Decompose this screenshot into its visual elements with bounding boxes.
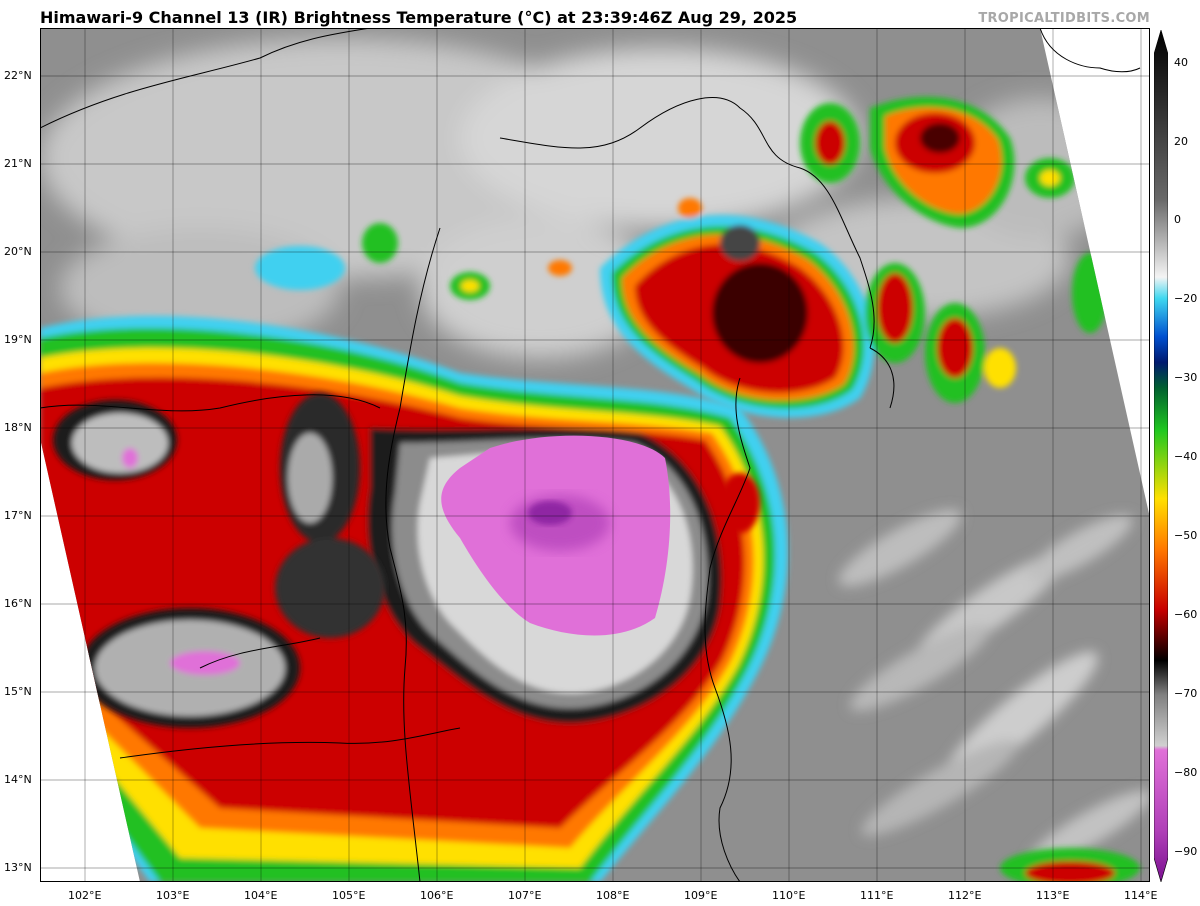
lon-label: 112°E: [948, 889, 982, 902]
lon-label: 114°E: [1124, 889, 1158, 902]
country-borders: [40, 28, 461, 882]
northeast-storms: [255, 96, 1140, 882]
map-title: Himawari-9 Channel 13 (IR) Brightness Te…: [40, 8, 798, 27]
lon-label: 104°E: [244, 889, 278, 902]
colorbar-tick-label: 20: [1174, 135, 1188, 148]
lon-label: 111°E: [860, 889, 894, 902]
colorbar-tick-label: 40: [1174, 56, 1188, 69]
lon-label: 113°E: [1036, 889, 1070, 902]
lat-label: 21°N: [4, 157, 32, 170]
lat-label: 20°N: [4, 245, 32, 258]
lat-label: 19°N: [4, 333, 32, 346]
lat-label: 17°N: [4, 509, 32, 522]
lat-label: 18°N: [4, 421, 32, 434]
lat-label: 15°N: [4, 685, 32, 698]
colorbar: [1154, 30, 1168, 882]
graticule: [40, 28, 1150, 882]
colorbar-tick-label: −70: [1174, 687, 1198, 700]
map-frame: [40, 28, 1150, 882]
colorbar-tick-label: −40: [1174, 450, 1198, 463]
lat-label: 16°N: [4, 597, 32, 610]
lon-label: 108°E: [596, 889, 630, 902]
colorbar-tick-label: −60: [1174, 608, 1198, 621]
colorbar-tick-label: 0: [1174, 213, 1181, 226]
lon-label: 105°E: [332, 889, 366, 902]
colorbar-tick-label: −90: [1174, 845, 1198, 858]
lon-label: 107°E: [508, 889, 542, 902]
satellite-map: [40, 28, 1150, 882]
lat-label: 13°N: [4, 861, 32, 874]
colorbar-tick-label: −50: [1174, 529, 1198, 542]
lat-label: 14°N: [4, 773, 32, 786]
imagery-layer: [40, 28, 1150, 882]
lon-label: 103°E: [156, 889, 190, 902]
colorbar-tick-label: −80: [1174, 766, 1198, 779]
lon-label: 110°E: [772, 889, 806, 902]
colorbar-tick-label: −20: [1174, 292, 1198, 305]
low-clouds-southeast: [838, 509, 1150, 866]
lon-label: 102°E: [68, 889, 102, 902]
lon-label: 109°E: [684, 889, 718, 902]
colorbar-tick-label: −30: [1174, 371, 1198, 384]
coastlines: [499, 28, 1141, 882]
west-anvils: [53, 393, 760, 728]
lat-label: 22°N: [4, 69, 32, 82]
lon-label: 106°E: [420, 889, 454, 902]
credit-text: TROPICALTIDBITS.COM: [978, 11, 1150, 26]
cold-core: [441, 435, 671, 636]
